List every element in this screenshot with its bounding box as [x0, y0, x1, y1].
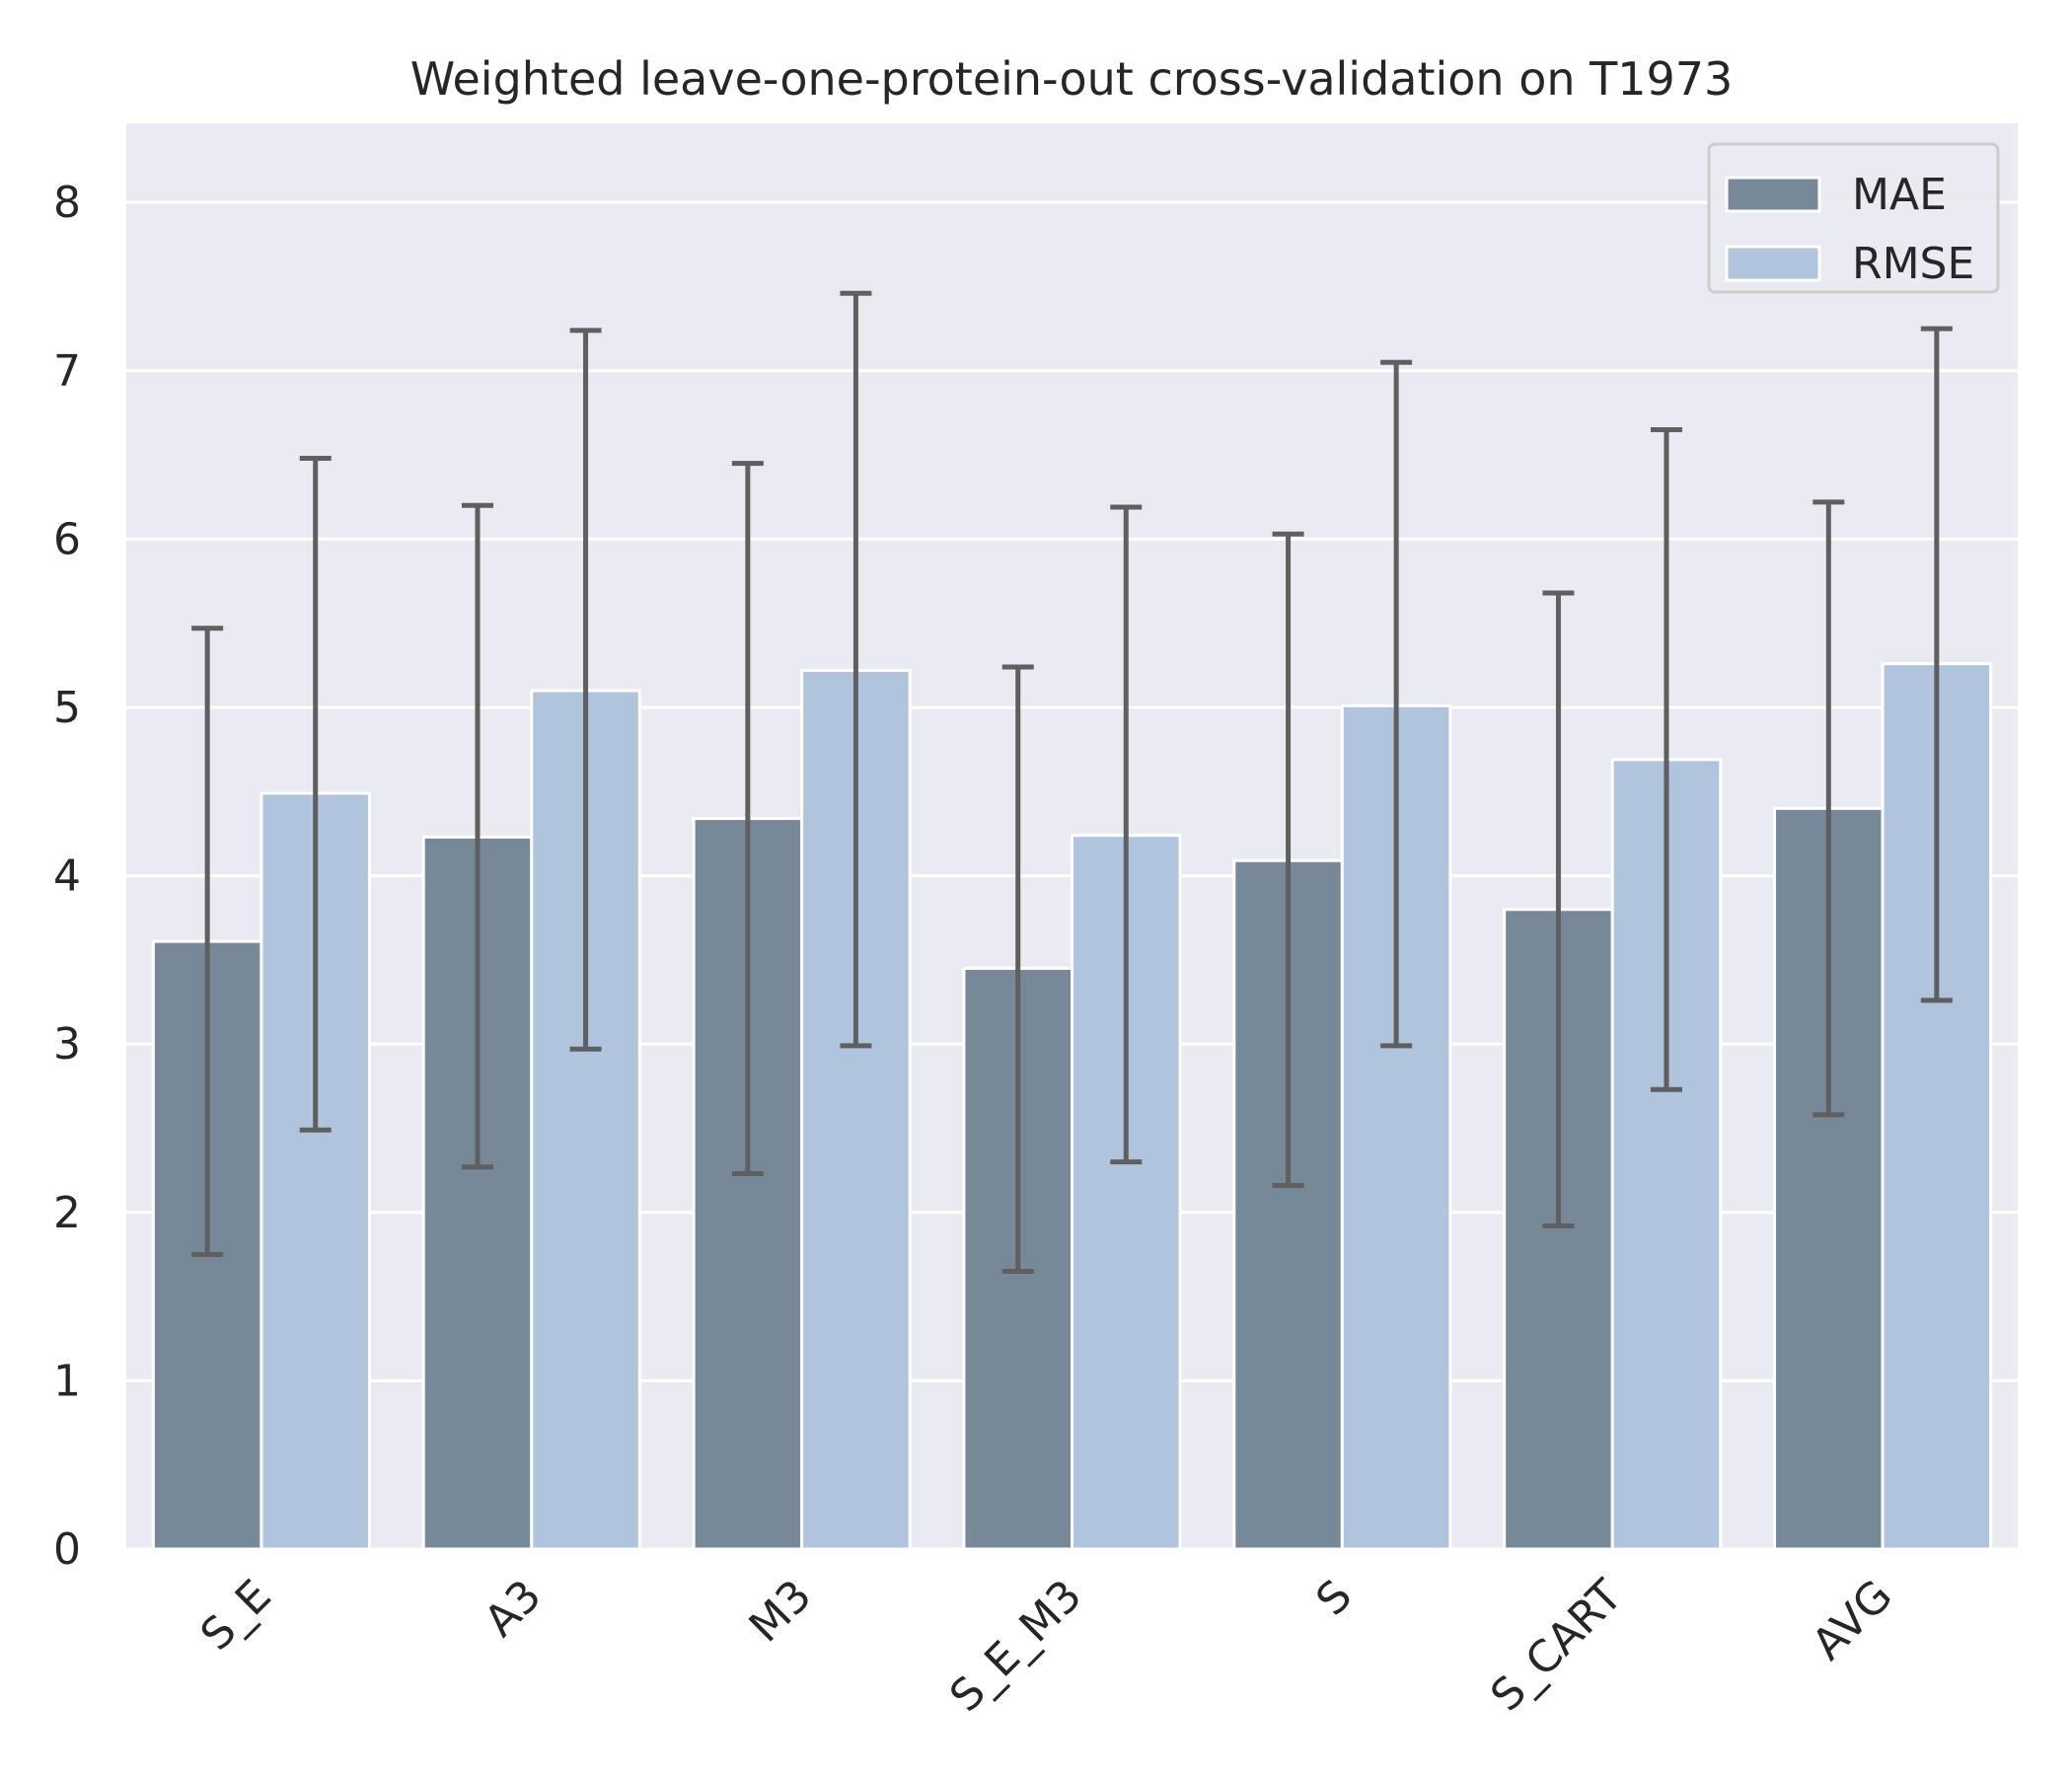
x-tick-label: S_E	[191, 1571, 281, 1661]
legend-swatch-mae	[1725, 176, 1821, 213]
y-tick-label: 5	[53, 683, 81, 733]
legend-label-rmse: RMSE	[1852, 239, 1974, 289]
x-tick-label: S	[1306, 1571, 1362, 1626]
y-tick-label: 2	[53, 1188, 81, 1238]
x-tick-label: S_E_M3	[940, 1571, 1091, 1722]
y-axis-ticks: 0 1 2 3 4 5 6 7 8	[53, 178, 81, 1575]
legend: MAE RMSE	[1707, 142, 2000, 294]
x-tick-label: AVG	[1803, 1571, 1902, 1670]
y-tick-label: 4	[53, 851, 81, 902]
error-bars	[191, 290, 1953, 1275]
y-tick-label: 1	[53, 1356, 81, 1406]
x-tick-label: M3	[740, 1571, 822, 1653]
y-tick-label: 0	[53, 1524, 81, 1575]
x-tick-label: S_CART	[1481, 1571, 1632, 1722]
x-axis-ticks: S_E A3 M3 S_E_M3 S S_CART AVG	[191, 1571, 1902, 1722]
y-tick-label: 7	[53, 346, 81, 397]
y-tick-label: 8	[53, 178, 81, 228]
x-tick-label: A3	[475, 1571, 551, 1647]
legend-label-mae: MAE	[1852, 170, 1947, 220]
legend-swatch-rmse	[1725, 245, 1821, 282]
y-tick-label: 6	[53, 514, 81, 564]
y-tick-label: 3	[53, 1019, 81, 1070]
chart-title: Weighted leave-one-protein-out cross-val…	[410, 52, 1734, 106]
